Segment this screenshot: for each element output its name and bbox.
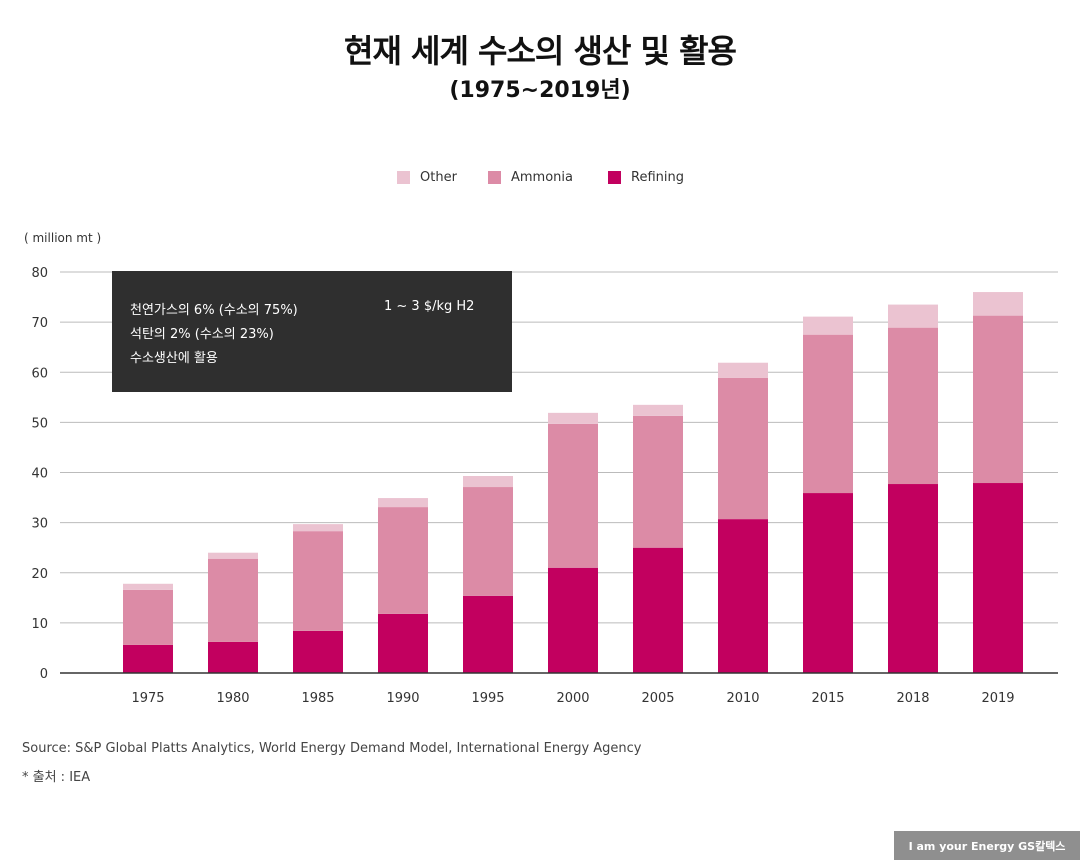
y-tick-label: 70 [31, 316, 48, 331]
bar-other-2019 [973, 292, 1023, 316]
chart-title: 현재 세계 수소의 생산 및 활용 [344, 32, 737, 70]
bar-other-2010 [718, 362, 768, 378]
annotation-line: 석탄의 2% (수소의 23%) [130, 327, 274, 342]
legend-label: Other [420, 170, 457, 185]
bar-ammonia-2018 [888, 327, 938, 485]
bar-other-2018 [888, 304, 938, 328]
legend-other: Other [397, 170, 457, 185]
bar-refining-2010 [718, 519, 768, 673]
x-tick-label: 1995 [471, 691, 504, 706]
annotation-line: 천연가스의 6% (수소의 75%) [130, 303, 298, 318]
y-tick-label: 50 [31, 416, 48, 431]
legend-refining: Refining [608, 170, 684, 185]
x-tick-label: 2010 [726, 691, 759, 706]
y-tick-label: 60 [31, 366, 48, 381]
bar-other-1985 [293, 524, 343, 532]
bar-ammonia-2015 [803, 334, 853, 494]
bar-other-2000 [548, 412, 598, 424]
annotation-box: 천연가스의 6% (수소의 75%) 석탄의 2% (수소의 23%) 수소생산… [112, 271, 512, 392]
bar-refining-2019 [973, 483, 1023, 673]
legend-swatch-ammonia [488, 171, 501, 184]
bar-other-1975 [123, 583, 173, 590]
bar-other-1990 [378, 498, 428, 508]
x-tick-label: 1975 [131, 691, 164, 706]
x-tick-label: 2019 [981, 691, 1014, 706]
bar-refining-2005 [633, 547, 683, 673]
bar-ammonia-2000 [548, 423, 598, 568]
annotation-cost: 1 ~ 3 $/kg H2 [384, 299, 475, 314]
x-tick-label: 2005 [641, 691, 674, 706]
legend-label: Refining [631, 170, 684, 185]
bar-ammonia-1995 [463, 487, 513, 596]
bar-refining-1980 [208, 641, 258, 673]
legend-swatch-refining [608, 171, 621, 184]
bar-refining-2018 [888, 484, 938, 673]
y-axis-unit: ( million mt ) [24, 231, 102, 245]
stacked-bar-chart: 0 10 20 30 40 50 60 70 80 1975 1980 1985 1990 1995 200… [31, 266, 1058, 706]
bar-other-1980 [208, 552, 258, 559]
y-tick-label: 20 [31, 567, 48, 582]
bar-ammonia-2005 [633, 415, 683, 548]
bar-refining-2015 [803, 493, 853, 673]
bar-ammonia-1980 [208, 558, 258, 642]
y-tick-label: 10 [31, 617, 48, 632]
x-tick-label: 2015 [811, 691, 844, 706]
x-tick-label: 2018 [896, 691, 929, 706]
source-text: Source: S&P Global Platts Analytics, Wor… [22, 741, 642, 756]
gs-caltex-logo: I am your Energy GS칼텍스 [894, 831, 1080, 860]
bar-ammonia-1985 [293, 531, 343, 631]
y-tick-label: 30 [31, 517, 48, 532]
legend-label: Ammonia [511, 170, 573, 185]
bar-other-2015 [803, 316, 853, 335]
bar-other-1995 [463, 476, 513, 488]
bar-ammonia-1975 [123, 589, 173, 645]
bar-refining-1975 [123, 644, 173, 673]
legend-swatch-other [397, 171, 410, 184]
source-note: * 출처 : IEA [22, 770, 91, 785]
y-tick-label: 80 [31, 266, 48, 281]
bar-refining-1990 [378, 613, 428, 673]
legend-ammonia: Ammonia [488, 170, 573, 185]
chart-subtitle: (1975~2019년) [449, 78, 631, 103]
x-tick-label: 1985 [301, 691, 334, 706]
y-tick-label: 0 [40, 667, 48, 682]
bar-ammonia-2019 [973, 315, 1023, 484]
bar-refining-1985 [293, 630, 343, 673]
bar-refining-1995 [463, 595, 513, 673]
bar-refining-2000 [548, 567, 598, 673]
x-tick-label: 1990 [386, 691, 419, 706]
bar-ammonia-1990 [378, 507, 428, 614]
y-tick-label: 40 [31, 467, 48, 482]
bar-ammonia-2010 [718, 377, 768, 520]
x-tick-label: 2000 [556, 691, 589, 706]
annotation-line: 수소생산에 활용 [130, 351, 218, 366]
x-tick-label: 1980 [216, 691, 249, 706]
bar-other-2005 [633, 404, 683, 416]
